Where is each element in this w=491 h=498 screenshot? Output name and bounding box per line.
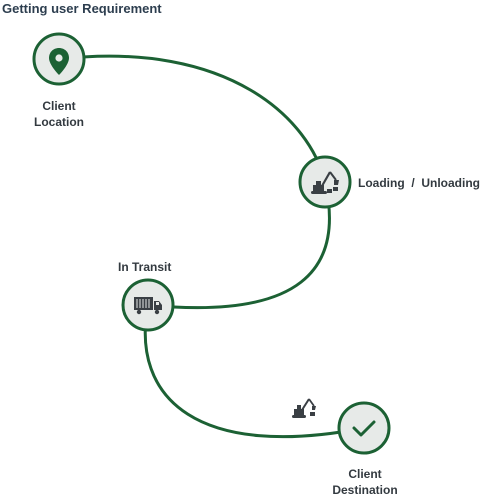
journey-path <box>58 54 366 439</box>
step-node-client-location <box>32 32 86 86</box>
step-label-client-location: Client Location <box>24 98 94 130</box>
step-label-client-destination: Client Destination <box>320 466 410 498</box>
step-node-client-destination <box>337 401 391 455</box>
location-pin-icon <box>49 48 69 75</box>
step-label-line-2: Location <box>34 115 84 129</box>
step-label-loading-unloading: Loading / Unloading <box>358 176 480 190</box>
step-label-line-1: Client <box>348 467 382 481</box>
step-node-loading-unloading <box>298 155 352 209</box>
step-node-in-transit <box>121 278 175 332</box>
checkmark-icon <box>352 420 376 437</box>
truck-icon <box>134 297 162 315</box>
excavator-small-icon <box>292 398 316 418</box>
step-label-line-1: Client <box>42 99 76 113</box>
diagram-heading: Getting user Requirement <box>2 1 162 16</box>
step-label-line-2: Destination <box>332 483 398 497</box>
step-label-in-transit: In Transit <box>118 260 172 274</box>
excavator-loading-icon <box>311 171 339 194</box>
